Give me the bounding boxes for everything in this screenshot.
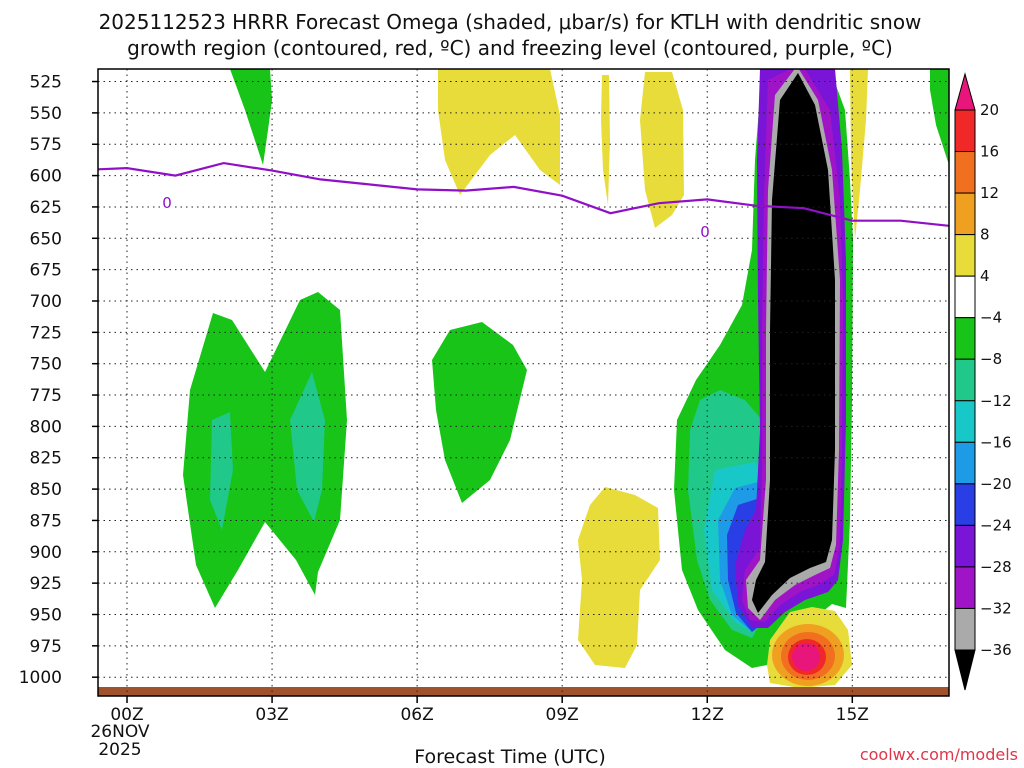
y-tick-label: 800 (30, 417, 62, 437)
credit-text: coolwx.com/models (860, 745, 1018, 764)
omega-region-yellow-top4 (850, 69, 868, 240)
colorbar-label: −24 (980, 516, 1012, 534)
colorbar-label: 8 (980, 226, 990, 244)
y-tick-label: 950 (30, 605, 62, 625)
freezing-level-line (98, 161, 949, 227)
date-label-year: 2025 (98, 740, 141, 760)
colorbar-label: −32 (980, 599, 1012, 617)
colorbar-label: 20 (980, 101, 999, 119)
x-axis: 00Z 03Z 06Z 09Z 12Z 15Z (110, 696, 869, 725)
y-tick-label: 575 (30, 135, 62, 155)
colorbar-segment (954, 151, 976, 194)
x-tick-label: 12Z (691, 705, 724, 725)
y-tick-label: 625 (30, 198, 62, 218)
colorbar-segment (954, 317, 976, 360)
colorbar-segment-bottom (954, 649, 976, 691)
colorbar-segment (954, 566, 976, 609)
y-tick-label: 750 (30, 355, 62, 375)
omega-region-green-right-top (930, 69, 949, 165)
chart-title-line1: 2025112523 HRRR Forecast Omega (shaded, … (99, 10, 922, 34)
colorbar-label: 16 (980, 143, 999, 161)
colorbar-segment (954, 275, 976, 319)
omega-region-yellow-bottom (578, 487, 660, 668)
chart-title-line2: growth region (contoured, red, ºC) and f… (127, 36, 893, 60)
colorbar-segment (954, 192, 976, 236)
y-tick-label: 850 (30, 480, 62, 500)
date-label-day: 26NOV (90, 722, 149, 742)
omega-region-magenta (792, 643, 820, 671)
x-tick-label: 15Z (836, 705, 869, 725)
y-tick-label: 600 (30, 167, 62, 187)
y-tick-label: 825 (30, 449, 62, 469)
y-tick-label: 875 (30, 511, 62, 531)
colorbar-segment (954, 483, 976, 526)
colorbar-segment (954, 607, 976, 651)
colorbar-label: −8 (980, 350, 1002, 368)
colorbar-label: 12 (980, 184, 999, 202)
y-tick-label: 525 (30, 73, 62, 93)
colorbar-label: −28 (980, 558, 1012, 576)
grid-lines (98, 69, 949, 696)
y-tick-label: 725 (30, 323, 62, 343)
omega-region-yellow-top1 (438, 69, 560, 195)
y-tick-label: 675 (30, 261, 62, 281)
y-tick-label: 975 (30, 637, 62, 657)
y-axis: 525 550 575 600 625 650 675 700 725 750 775 800 825 8… (19, 73, 98, 688)
freezing-level-label-text-1: 0 (162, 194, 172, 212)
y-tick-label: 1000 (19, 668, 62, 688)
colorbar-segment-top (954, 72, 976, 111)
colorbar-label: −20 (980, 475, 1012, 493)
colorbar-label: −4 (980, 309, 1002, 327)
x-tick-label: 09Z (546, 705, 579, 725)
colorbar-label: 4 (980, 267, 990, 285)
y-tick-label: 775 (30, 386, 62, 406)
omega-region-teal-left1 (210, 412, 233, 530)
plot-frame (97, 68, 950, 697)
ground-strip (98, 687, 949, 696)
freezing-level-label-1: 0 (161, 194, 173, 212)
y-tick-label: 650 (30, 229, 62, 249)
x-tick-label: 00Z (110, 705, 143, 725)
colorbar-label: −36 (980, 641, 1012, 659)
colorbar-segment (954, 524, 976, 568)
omega-region-yellow-top3 (640, 72, 684, 228)
x-axis-title: Forecast Time (UTC) (414, 746, 605, 768)
colorbar-label: −16 (980, 433, 1012, 451)
omega-region-green-left (183, 292, 347, 608)
omega-region-black-core (752, 73, 835, 613)
y-tick-label: 550 (30, 104, 62, 124)
omega-region-green-top (230, 69, 272, 165)
freezing-level-label-2: 0 (699, 223, 711, 241)
y-tick-label: 925 (30, 574, 62, 594)
y-tick-label: 700 (30, 292, 62, 312)
freezing-level-label-text-2: 0 (700, 223, 710, 241)
colorbar-segment (954, 358, 976, 402)
colorbar-segment (954, 109, 976, 153)
x-tick-label: 03Z (255, 705, 288, 725)
x-tick-label: 06Z (400, 705, 433, 725)
colorbar-segment (954, 400, 976, 443)
y-tick-label: 900 (30, 543, 62, 563)
colorbar-label: −12 (980, 392, 1012, 410)
colorbar-segment (954, 441, 976, 485)
shaded-field (98, 69, 949, 696)
colorbar: 20 16 12 8 4 −4 −8 −12 −16 −20 −24 −28 −32 −36 (954, 72, 1012, 691)
omega-region-yellow-top2 (601, 75, 610, 205)
colorbar-segment (954, 234, 976, 277)
omega-region-teal-left2 (290, 372, 325, 522)
